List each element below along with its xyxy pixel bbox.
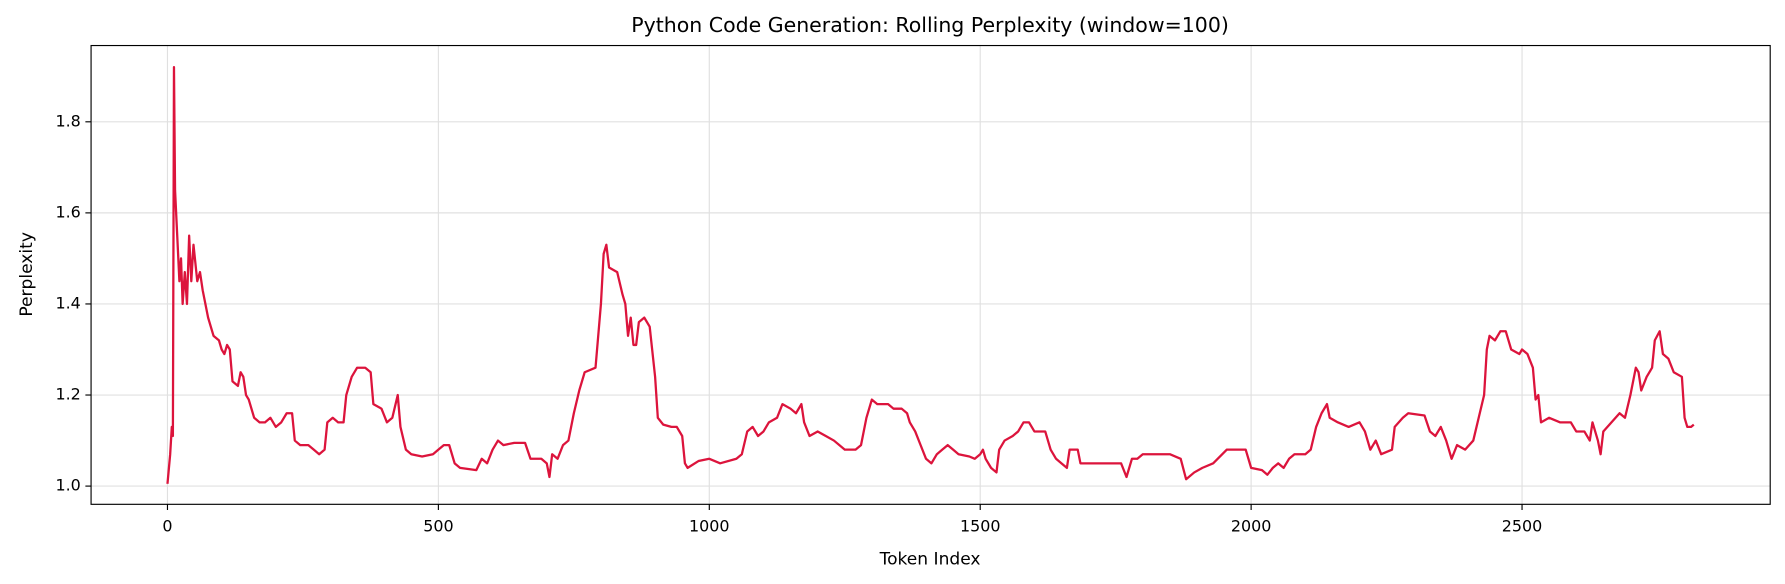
x-tick-label: 1500 (960, 517, 1001, 536)
x-tick-label: 2500 (1502, 517, 1543, 536)
y-tick-label: 1.4 (55, 293, 80, 312)
y-axis-label: Perplexity (17, 232, 37, 317)
y-tick-label: 1.0 (55, 476, 80, 495)
x-tick-label: 500 (423, 517, 453, 536)
x-tick-label: 0 (162, 517, 172, 536)
data-line (166, 66, 1695, 484)
y-tick-label: 1.6 (55, 202, 80, 221)
plot-frame (90, 44, 1771, 505)
chart-title: Python Code Generation: Rolling Perplexi… (631, 13, 1229, 37)
x-tick-label: 1000 (689, 517, 730, 536)
x-tick-label: 2000 (1231, 517, 1272, 536)
y-tick-label: 1.2 (55, 385, 80, 404)
y-tick-label: 1.8 (55, 111, 80, 130)
x-axis-label: Token Index (879, 550, 981, 570)
